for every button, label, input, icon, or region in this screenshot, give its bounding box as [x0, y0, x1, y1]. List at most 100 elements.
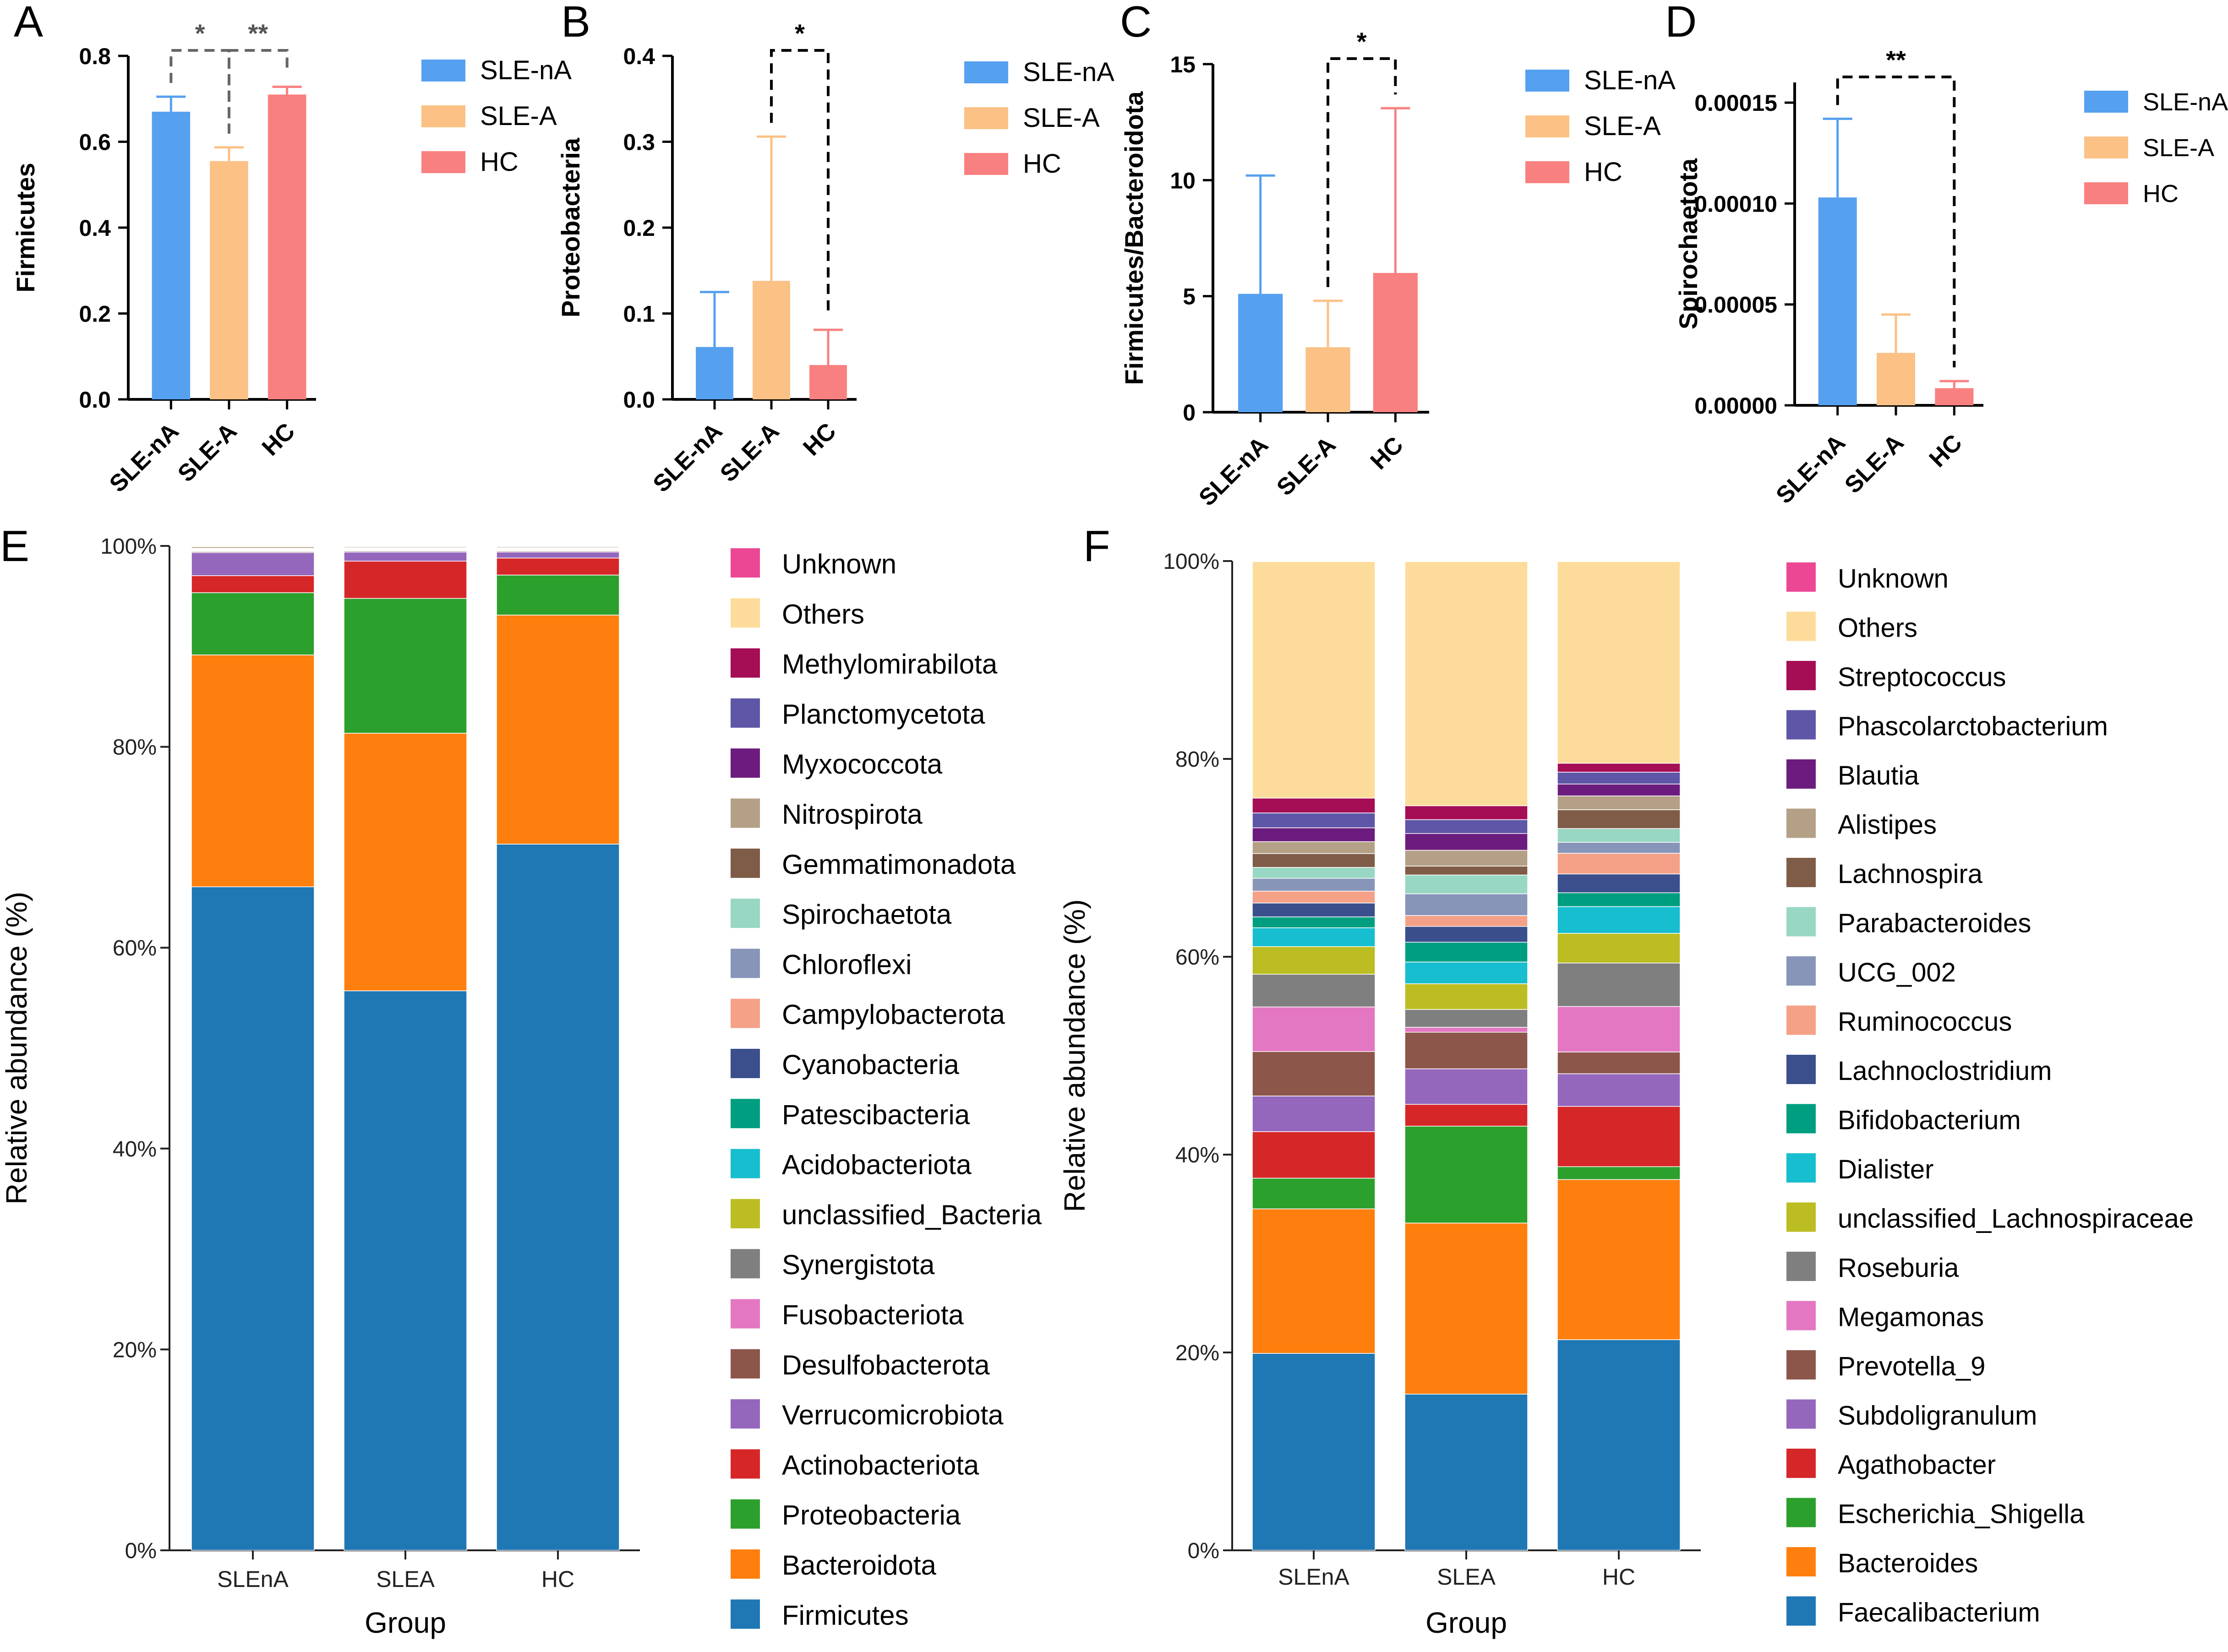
bar-hc [809, 365, 847, 399]
x-axis-label: Group [1425, 1606, 1507, 1639]
legend-swatch [731, 1549, 760, 1579]
bar-sle-na [152, 111, 191, 399]
legend-label: Megamonas [1838, 1303, 1984, 1332]
legend-label: UCG_002 [1838, 958, 1956, 987]
segment-bacteroides [1252, 1208, 1376, 1354]
legend-label: SLE-A [480, 101, 557, 131]
legend-swatch [421, 151, 465, 173]
panel-f: F 0% 20% 40% 60% 80% 100% Relative abundance (%… [1058, 522, 2194, 1639]
segment-phascolarctobacterium [1557, 772, 1681, 785]
segment-phascolarctobacterium [1404, 819, 1528, 834]
x-tick-label: SLEnA [217, 1566, 289, 1592]
legend-label: SLE-A [1023, 103, 1100, 133]
x-tick-label: SLE-nA [104, 418, 184, 497]
segment-lachnoclostridium [1252, 902, 1376, 917]
segment-firmicutes [191, 886, 315, 1551]
legend-swatch [1786, 661, 1816, 690]
legend-swatch [731, 949, 760, 978]
y-tick-label: 100% [1163, 550, 1219, 574]
legend-swatch [1786, 1104, 1816, 1134]
segment-dialister [1557, 906, 1681, 934]
segment-unclassified_lachnospiraceae [1252, 946, 1376, 975]
legend-swatch [1786, 1202, 1816, 1232]
segment-others [1252, 561, 1376, 799]
panel-c: C051015Firmicutes/BacteroidotaSLE-nASLE-… [1119, 0, 1676, 511]
segment-megamonas [1557, 1006, 1681, 1052]
segment-blautia [1557, 784, 1681, 796]
segment-bacteroides [1404, 1222, 1528, 1395]
legend-label: Phascolarctobacterium [1838, 712, 2108, 741]
legend-label: Streptococcus [1838, 662, 2006, 692]
significance-bracket [1836, 76, 1956, 368]
y-tick-label: 80% [1175, 747, 1219, 772]
legend-swatch [1786, 1252, 1816, 1281]
legend-swatch [964, 153, 1008, 175]
segment-faecalibacterium [1557, 1339, 1681, 1551]
y-axis-label: Spirochaetota [1674, 158, 1703, 329]
panel-label: A [14, 0, 43, 46]
segment-dialister [1252, 927, 1376, 947]
segment-megamonas [1404, 1027, 1528, 1033]
bar-sle-a [1305, 347, 1350, 412]
legend-label: Acidobacteriota [782, 1150, 972, 1180]
segment-megamonas [1252, 1006, 1376, 1052]
legend-label: unclassified_Bacteria [782, 1199, 1042, 1230]
stacked-bar-hc [1557, 561, 1681, 1551]
segment-verrucomicrobiota [191, 552, 315, 576]
y-axis-label: Firmicutes [11, 163, 40, 292]
legend-label: Desulfobacterota [782, 1350, 990, 1380]
legend-swatch [731, 1049, 760, 1078]
legend-swatch [731, 899, 760, 928]
segment-parabacteroides [1252, 867, 1376, 879]
legend-swatch [731, 598, 760, 628]
legend-label: Verrucomicrobiota [782, 1400, 1004, 1430]
segment-alistipes [1557, 795, 1681, 810]
legend-swatch [731, 1199, 760, 1228]
stacked-bar-slena [191, 545, 315, 1551]
legend-swatch [1525, 70, 1569, 92]
segment-lachnoclostridium [1557, 873, 1681, 894]
y-tick-label: 0.2 [79, 301, 111, 327]
legend-swatch [1786, 1350, 1816, 1379]
legend-label: Myxococcota [782, 749, 943, 780]
legend-swatch [1786, 1055, 1816, 1084]
y-tick-label: 15 [1170, 52, 1196, 77]
y-tick-label: 0% [125, 1539, 157, 1563]
y-tick-label: 40% [1175, 1143, 1219, 1167]
legend-label: Campylobacterota [782, 999, 1005, 1030]
segment-parabacteroides [1404, 874, 1528, 894]
legend-swatch [731, 1099, 760, 1129]
x-tick-label: SLE-A [715, 418, 784, 487]
segment-unknown [1557, 561, 1681, 562]
segment-actinobacteriota [496, 557, 620, 576]
x-tick-label: SLE-nA [648, 418, 728, 497]
x-tick-label: SLE-A [1840, 429, 1909, 498]
legend-label: Methylomirabilota [782, 649, 998, 680]
y-tick-label: 60% [113, 936, 157, 960]
y-tick-label: 0.8 [79, 44, 111, 69]
segment-verrucomicrobiota [496, 551, 620, 559]
panel-b: B0.00.10.20.30.4ProteobacteriaSLE-nASLE-… [556, 0, 1114, 497]
y-tick-label: 20% [113, 1338, 157, 1362]
y-tick-label: 0.00010 [1694, 191, 1777, 217]
legend-swatch [731, 748, 760, 778]
y-tick-label: 20% [1175, 1341, 1219, 1365]
segment-bifidobacterium [1557, 892, 1681, 907]
segment-bifidobacterium [1252, 916, 1376, 928]
y-tick-label: 0.00015 [1694, 90, 1777, 116]
segment-ucg_002 [1252, 878, 1376, 892]
legend-swatch [1786, 710, 1816, 740]
legend-swatch [1786, 956, 1816, 986]
segment-firmicutes [344, 990, 467, 1551]
legend-swatch [1525, 115, 1569, 137]
y-tick-label: 0.4 [79, 215, 111, 241]
legend-label: Patescibacteria [782, 1099, 970, 1130]
y-tick-label: 0.3 [623, 130, 655, 155]
y-tick-label: 100% [100, 534, 157, 559]
segment-lachnoclostridium [1404, 926, 1528, 943]
legend-swatch [1786, 611, 1816, 641]
legend-swatch [731, 1449, 760, 1479]
legend-swatch [1786, 858, 1816, 887]
legend-label: Actinobacteriota [782, 1450, 979, 1480]
